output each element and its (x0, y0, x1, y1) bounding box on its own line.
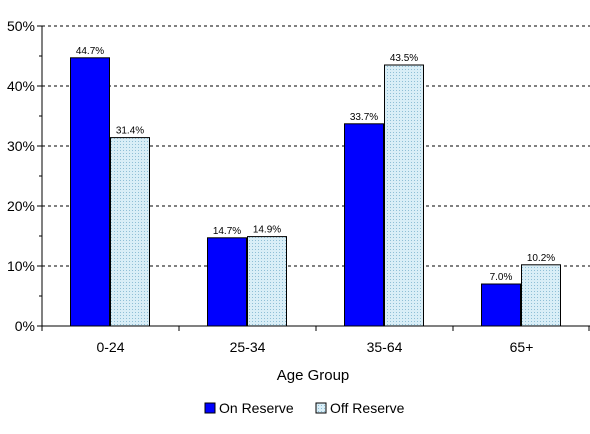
data-label: 10.2% (527, 253, 555, 264)
x-axis-title: Age Group (277, 367, 350, 384)
bars (70, 57, 561, 327)
bar-on-reserve-65+ (481, 283, 521, 327)
legend: On Reserve Off Reserve (204, 400, 405, 416)
bar-off-reserve-35-64 (384, 64, 424, 327)
legend-label: On Reserve (219, 400, 294, 416)
data-label: 33.7% (350, 112, 378, 123)
y-tick-label: 20% (7, 198, 35, 214)
bar-on-reserve-25-34 (207, 237, 247, 327)
data-label: 31.4% (116, 126, 144, 137)
axes: 0% 10% 20% 30% 40% 50% 0-24 25-34 35-64 65+ (7, 18, 590, 355)
x-tick-label: 35-64 (367, 339, 403, 355)
x-tick-label: 0-24 (96, 339, 124, 355)
bar-on-reserve-35-64 (344, 123, 384, 327)
bar-on-reserve-0-24 (70, 57, 110, 327)
data-label: 43.5% (390, 53, 418, 64)
y-tick-label: 30% (7, 138, 35, 154)
legend-swatch (315, 402, 327, 414)
y-tick-label: 10% (7, 258, 35, 274)
data-label: 14.9% (253, 225, 281, 236)
x-tick-label: 25-34 (230, 339, 266, 355)
data-label: 7.0% (490, 272, 513, 283)
data-label: 44.7% (76, 46, 104, 57)
x-tick-label: 65+ (510, 339, 534, 355)
bar-off-reserve-65+ (521, 264, 561, 327)
bar-off-reserve-25-34 (247, 236, 287, 327)
y-tick-label: 0% (15, 318, 35, 334)
data-labels: 44.7% 31.4% 14.7% 14.9% 33.7% 43.5% 7.0% 10.2% (76, 46, 555, 283)
legend-swatch (204, 402, 216, 414)
legend-label: Off Reserve (330, 400, 405, 416)
bar-off-reserve-0-24 (110, 137, 150, 327)
data-label: 14.7% (213, 226, 241, 237)
y-tick-label: 50% (7, 18, 35, 34)
y-tick-label: 40% (7, 78, 35, 94)
